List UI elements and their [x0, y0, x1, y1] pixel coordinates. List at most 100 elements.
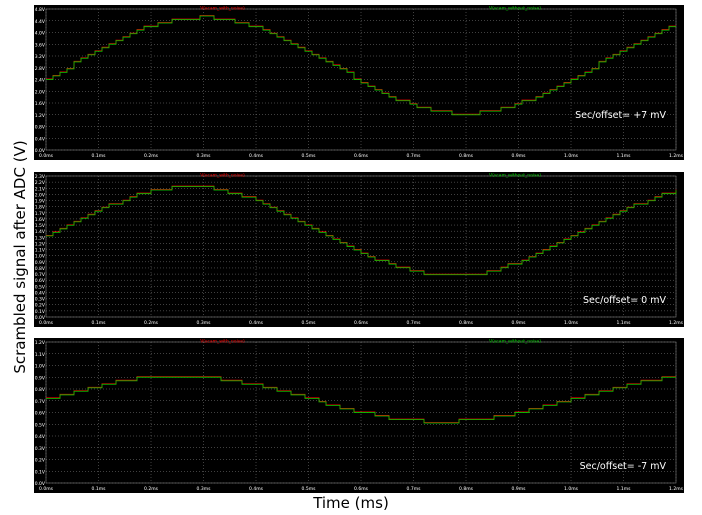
x-tick-label: 1.2ms [669, 486, 684, 492]
series-line-with-noise [46, 185, 677, 275]
y-tick-label: 0.0V [35, 148, 46, 154]
series-line-without-noise [46, 376, 676, 424]
y-tick-label: 1.0V [35, 364, 46, 370]
x-tick-label: 0.2ms [144, 153, 159, 159]
x-tick-label: 0.8ms [459, 153, 474, 159]
y-tick-label: 0.9V [35, 260, 46, 266]
x-tick-label: 0.1ms [92, 486, 107, 492]
y-tick-label: 1.2V [35, 241, 46, 247]
series-line-with-noise [46, 376, 676, 423]
x-tick-label: 0.8ms [459, 320, 474, 326]
y-tick-label: 0.4V [35, 434, 46, 440]
y-tick-label: 0.2V [35, 303, 46, 309]
offset-annotation: Sec/offset= 0 mV [583, 295, 666, 306]
y-tick-label: 0.5V [35, 284, 46, 290]
x-tick-label: 0.6ms [354, 486, 369, 492]
y-tick-label: 0.5V [35, 422, 46, 428]
y-tick-label: 1.2V [35, 113, 46, 119]
x-tick-label: 0.9ms [512, 320, 527, 326]
x-tick-label: 1.2ms [669, 153, 684, 159]
y-tick-label: 1.1V [35, 248, 46, 254]
x-tick-label: 1.1ms [617, 486, 632, 492]
x-tick-label: 0.5ms [302, 486, 317, 492]
x-tick-label: 0.3ms [197, 486, 212, 492]
y-tick-label: 2.0V [35, 192, 46, 198]
y-tick-label: 3.2V [35, 54, 46, 60]
x-tick-label: 0.6ms [354, 153, 369, 159]
y-tick-label: 1.0V [35, 254, 46, 260]
x-tick-label: 1.0ms [564, 320, 579, 326]
legend-entry: V(scam_with_noise) [200, 339, 245, 345]
x-tick-label: 0.0ms [39, 320, 54, 326]
x-tick-label: 0.3ms [197, 320, 212, 326]
x-tick-label: 0.7ms [407, 320, 422, 326]
x-tick-label: 0.1ms [92, 153, 107, 159]
x-tick-label: 0.4ms [249, 320, 264, 326]
x-tick-label: 1.1ms [617, 320, 632, 326]
y-tick-label: 2.0V [35, 89, 46, 95]
y-tick-label: 0.8V [35, 266, 46, 272]
y-tick-label: 0.3V [35, 446, 46, 452]
legend-entry: V(scam_without_noise) [489, 339, 541, 345]
y-tick-label: 0.8V [35, 125, 46, 131]
panel-3: 0.0V 0.1V 0.2V 0.3V 0.4V 0.5V 0.6V 0.7V 0.8V 0.9V… [34, 338, 684, 493]
y-tick-label: 0.8V [35, 387, 46, 393]
legend-entry: V(scam_without_noise) [489, 6, 541, 12]
y-tick-label: 1.3V [35, 235, 46, 241]
x-tick-label: 0.8ms [459, 486, 474, 492]
x-tick-label: 0.0ms [39, 153, 54, 159]
x-tick-label: 1.1ms [617, 153, 632, 159]
x-axis-label: Time (ms) [313, 494, 389, 512]
series-line-without-noise [46, 15, 676, 116]
x-tick-label: 1.0ms [564, 486, 579, 492]
y-tick-label: 1.9V [35, 199, 46, 205]
y-tick-label: 2.1V [35, 186, 46, 192]
series-line-with-noise [46, 15, 676, 115]
x-tick-label: 0.9ms [512, 486, 527, 492]
panel-1: 0.0V 0.4V 0.8V 1.2V 1.6V 2.0V 2.4V 2.8V 3.2V 3.6V… [34, 5, 684, 160]
y-tick-label: 1.1V [35, 352, 46, 358]
y-tick-label: 2.3V [35, 174, 46, 180]
x-tick-label: 1.2ms [669, 320, 684, 326]
offset-annotation: Sec/offset= -7 mV [580, 461, 667, 472]
y-tick-label: 0.6V [35, 411, 46, 417]
x-tick-label: 1.0ms [564, 153, 579, 159]
y-tick-label: 0.2V [35, 458, 46, 464]
series-line-without-noise [46, 186, 677, 276]
x-tick-label: 0.1ms [92, 320, 107, 326]
y-tick-label: 0.7V [35, 399, 46, 405]
x-tick-label: 0.5ms [302, 153, 317, 159]
x-tick-label: 0.0ms [39, 486, 54, 492]
x-tick-label: 0.2ms [144, 486, 159, 492]
y-tick-label: 2.2V [35, 180, 46, 186]
y-tick-label: 0.3V [35, 297, 46, 303]
plot-frame [45, 341, 677, 484]
legend-entry: V(scam_with_noise) [200, 173, 245, 179]
y-tick-label: 1.6V [35, 101, 46, 107]
x-tick-label: 0.9ms [512, 153, 527, 159]
y-tick-label: 1.7V [35, 211, 46, 217]
x-tick-label: 0.6ms [354, 320, 369, 326]
y-tick-label: 0.6V [35, 278, 46, 284]
panel-background [34, 5, 684, 160]
y-tick-label: 2.8V [35, 66, 46, 72]
y-tick-label: 4.8V [35, 7, 46, 13]
y-tick-label: 0.0V [35, 481, 46, 487]
y-tick-label: 0.1V [35, 309, 46, 315]
legend-entry: V(scam_with_noise) [200, 6, 245, 12]
y-tick-label: 1.5V [35, 223, 46, 229]
x-tick-label: 0.4ms [249, 486, 264, 492]
y-tick-label: 1.2V [35, 340, 46, 346]
y-tick-label: 3.6V [35, 42, 46, 48]
offset-annotation: Sec/offset= +7 mV [575, 110, 666, 121]
y-tick-label: 1.4V [35, 229, 46, 235]
x-tick-label: 0.7ms [407, 153, 422, 159]
panel-2: 0.0V0.1V0.2V0.3V0.4V0.5V0.6V0.7V0.8V0.9V… [34, 172, 684, 327]
y-tick-label: 4.0V [35, 31, 46, 37]
plot-frame [45, 175, 677, 318]
x-tick-label: 0.2ms [144, 320, 159, 326]
y-tick-label: 0.1V [35, 469, 46, 475]
y-tick-label: 1.8V [35, 205, 46, 211]
y-tick-label: 4.4V [35, 19, 46, 25]
